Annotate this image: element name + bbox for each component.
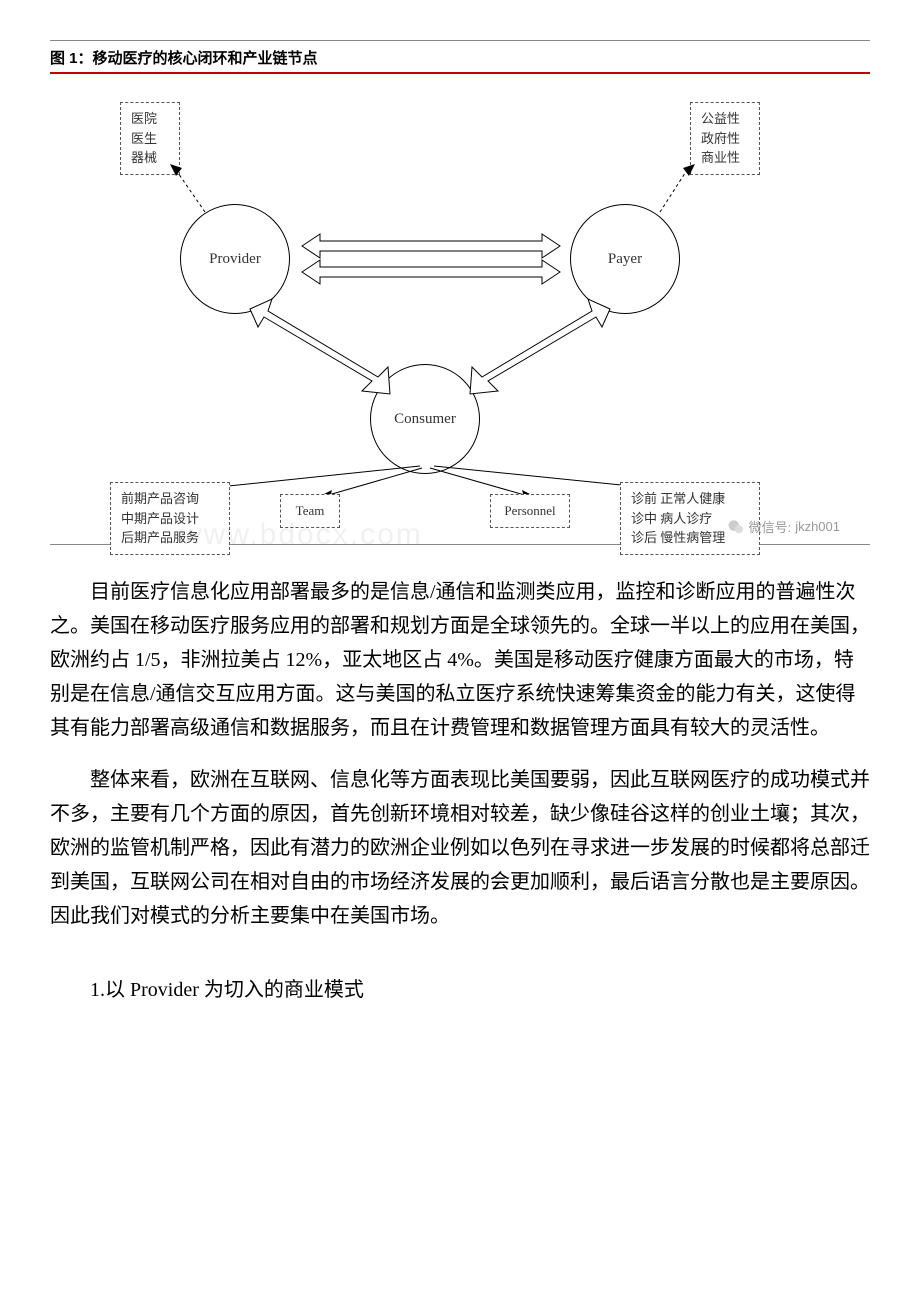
node-label: Provider (209, 251, 261, 268)
box-team: Team (280, 494, 340, 528)
box-payer-ext: 公益性 政府性 商业性 (690, 102, 760, 175)
box-line: 诊前 正常人健康 (631, 489, 749, 509)
box-line: 政府性 (701, 129, 749, 149)
figure-container: 图 1：移动医疗的核心闭环和产业链节点 医院 医生 器械 公益性 政府性 商业性… (50, 40, 870, 545)
box-line: 中期产品设计 (121, 509, 219, 529)
node-payer: Payer (570, 204, 680, 314)
node-provider: Provider (180, 204, 290, 314)
watermark-small: 微信号: jkzh001 (727, 517, 840, 536)
watermark-id: jkzh001 (795, 519, 840, 534)
connector-provider-box (170, 164, 210, 214)
figure-title: 图 1：移动医疗的核心闭环和产业链节点 (50, 47, 870, 74)
arrow-provider-payer (302, 234, 560, 284)
box-line: 公益性 (701, 109, 749, 129)
box-consumer-left: 前期产品咨询 中期产品设计 后期产品服务 (110, 482, 230, 555)
section-heading: 1.以 Provider 为切入的商业模式 (50, 973, 870, 1002)
box-line: Team (291, 501, 329, 521)
box-personnel: Personnel (490, 494, 570, 528)
wechat-icon (727, 518, 745, 536)
box-line: 商业性 (701, 148, 749, 168)
box-line: 医生 (131, 129, 169, 149)
arrow-payer-consumer (470, 299, 610, 394)
arrow-provider-consumer (250, 299, 390, 394)
body-text: 目前医疗信息化应用部署最多的是信息/通信和监测类应用，监控和诊断应用的普遍性次之… (50, 575, 870, 933)
diagram: 医院 医生 器械 公益性 政府性 商业性 Provider Payer Cons… (50, 84, 870, 544)
box-line: 前期产品咨询 (121, 489, 219, 509)
watermark-label: 微信号: (749, 517, 792, 536)
box-line: 器械 (131, 148, 169, 168)
box-line: 医院 (131, 109, 169, 129)
connector-payer-box (655, 164, 695, 214)
box-line: 后期产品服务 (121, 528, 219, 548)
paragraph: 目前医疗信息化应用部署最多的是信息/通信和监测类应用，监控和诊断应用的普遍性次之… (50, 575, 870, 745)
node-label: Consumer (394, 411, 456, 428)
node-label: Payer (608, 251, 642, 268)
box-line: Personnel (501, 501, 559, 521)
paragraph: 整体来看，欧洲在互联网、信息化等方面表现比美国要弱，因此互联网医疗的成功模式并不… (50, 763, 870, 933)
